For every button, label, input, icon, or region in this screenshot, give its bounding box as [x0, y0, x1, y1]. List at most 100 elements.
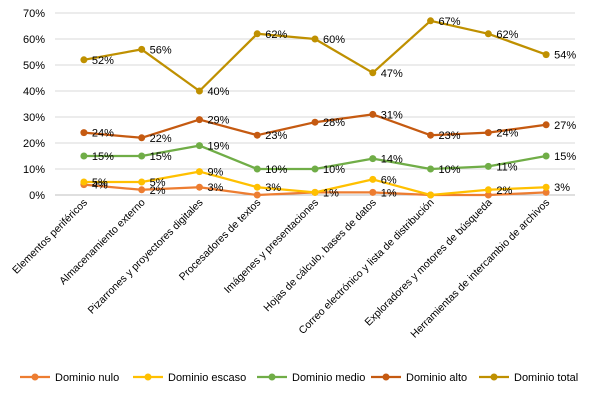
- data-point: [253, 165, 261, 173]
- data-point: [369, 110, 377, 118]
- data-label: 2%: [496, 185, 512, 197]
- data-point: [253, 30, 261, 38]
- data-label: 15%: [92, 151, 114, 163]
- gridlines: [55, 12, 575, 196]
- data-point: [195, 87, 203, 95]
- data-label: 5%: [92, 177, 108, 189]
- data-point: [138, 45, 146, 53]
- data-point: [138, 152, 146, 160]
- data-point: [369, 69, 377, 77]
- data-label: 6%: [381, 174, 397, 186]
- data-point: [369, 155, 377, 163]
- data-point: [80, 56, 88, 64]
- data-point: [311, 118, 319, 126]
- data-point: [542, 188, 550, 196]
- legend-swatch-marker: [268, 373, 276, 381]
- data-point: [484, 30, 492, 38]
- legend-label: Dominio nulo: [55, 372, 119, 384]
- data-label: 2%: [150, 185, 166, 197]
- data-point: [138, 134, 146, 142]
- y-axis: 0% 10% 20% 30% 40% 50% 60% 70%: [23, 8, 45, 202]
- legend-swatch-marker: [144, 373, 152, 381]
- y-tick-label: 20%: [23, 138, 45, 150]
- data-point: [138, 178, 146, 186]
- data-point: [427, 191, 435, 199]
- data-label: 5%: [150, 177, 166, 189]
- data-point: [253, 131, 261, 139]
- data-point: [195, 116, 203, 124]
- data-label: 1%: [323, 187, 339, 199]
- data-point: [427, 165, 435, 173]
- data-label: 11%: [496, 161, 517, 173]
- data-label: 28%: [323, 117, 345, 129]
- data-label: 47%: [381, 68, 403, 80]
- data-point: [253, 191, 261, 199]
- x-category-label: Pizarrones y proyectores digitales: [86, 197, 206, 317]
- data-label: 56%: [150, 44, 172, 56]
- y-tick-label: 30%: [23, 112, 45, 124]
- data-labels: 4% 2% 3% 1%5% 5%9%3% 1%6%2% 3%15% 15%19%10% 10%1…: [92, 16, 576, 200]
- data-point: [311, 165, 319, 173]
- data-label: 14%: [381, 154, 403, 166]
- x-category-label: Hojas de cálculo, bases de datos: [261, 197, 378, 314]
- data-point: [542, 51, 550, 59]
- y-tick-label: 40%: [23, 86, 45, 98]
- data-point: [369, 175, 377, 183]
- data-label: 52%: [92, 55, 114, 67]
- data-label: 54%: [554, 50, 576, 62]
- data-label: 29%: [207, 115, 229, 127]
- data-point: [311, 35, 319, 43]
- data-label: 31%: [381, 109, 403, 121]
- data-label: 23%: [265, 130, 287, 142]
- data-point: [80, 178, 88, 186]
- legend-label: Dominio escaso: [168, 372, 246, 384]
- legend: Dominio nulo Dominio escaso Dominio medio D…: [20, 372, 578, 384]
- x-category-label: Exploradores y motores de búsqueda: [363, 197, 495, 329]
- legend-swatch-marker: [382, 373, 390, 381]
- data-label: 4%: [92, 180, 108, 192]
- data-label: 10%: [265, 164, 287, 176]
- data-point: [195, 183, 203, 191]
- series-lines: [80, 17, 550, 199]
- data-label: 1%: [381, 187, 397, 199]
- data-label: 67%: [439, 16, 461, 28]
- data-label: 9%: [207, 167, 223, 179]
- data-point: [427, 17, 435, 25]
- data-label: 40%: [207, 86, 229, 98]
- y-tick-label: 70%: [23, 8, 45, 20]
- data-label: 24%: [496, 128, 518, 140]
- data-label: 24%: [92, 128, 114, 140]
- data-point: [195, 142, 203, 150]
- legend-label: Dominio medio: [292, 372, 365, 384]
- y-tick-label: 50%: [23, 60, 45, 72]
- legend-label: Dominio alto: [406, 372, 467, 384]
- data-point: [484, 186, 492, 194]
- data-label: 22%: [150, 133, 172, 145]
- data-label: 23%: [439, 130, 461, 142]
- data-point: [253, 183, 261, 191]
- data-label: 62%: [496, 29, 518, 41]
- data-point: [427, 131, 435, 139]
- data-label: 10%: [439, 164, 461, 176]
- y-tick-label: 0%: [29, 190, 45, 202]
- data-label: 3%: [554, 182, 570, 194]
- data-point: [195, 168, 203, 176]
- data-label: 19%: [207, 141, 229, 153]
- data-label: 60%: [323, 34, 345, 46]
- data-label: 27%: [554, 120, 576, 132]
- data-label: 62%: [265, 29, 287, 41]
- y-tick-label: 10%: [23, 164, 45, 176]
- x-category-label: Imágenes y presentaciones: [222, 197, 321, 296]
- data-point: [542, 152, 550, 160]
- data-point: [484, 162, 492, 170]
- data-label: 15%: [554, 151, 576, 163]
- legend-swatch-marker: [31, 373, 39, 381]
- data-label: 10%: [323, 164, 345, 176]
- data-point: [542, 183, 550, 191]
- data-point: [484, 129, 492, 137]
- data-label: 3%: [207, 182, 223, 194]
- legend-swatch-marker: [490, 373, 498, 381]
- legend-label: Dominio total: [514, 372, 578, 384]
